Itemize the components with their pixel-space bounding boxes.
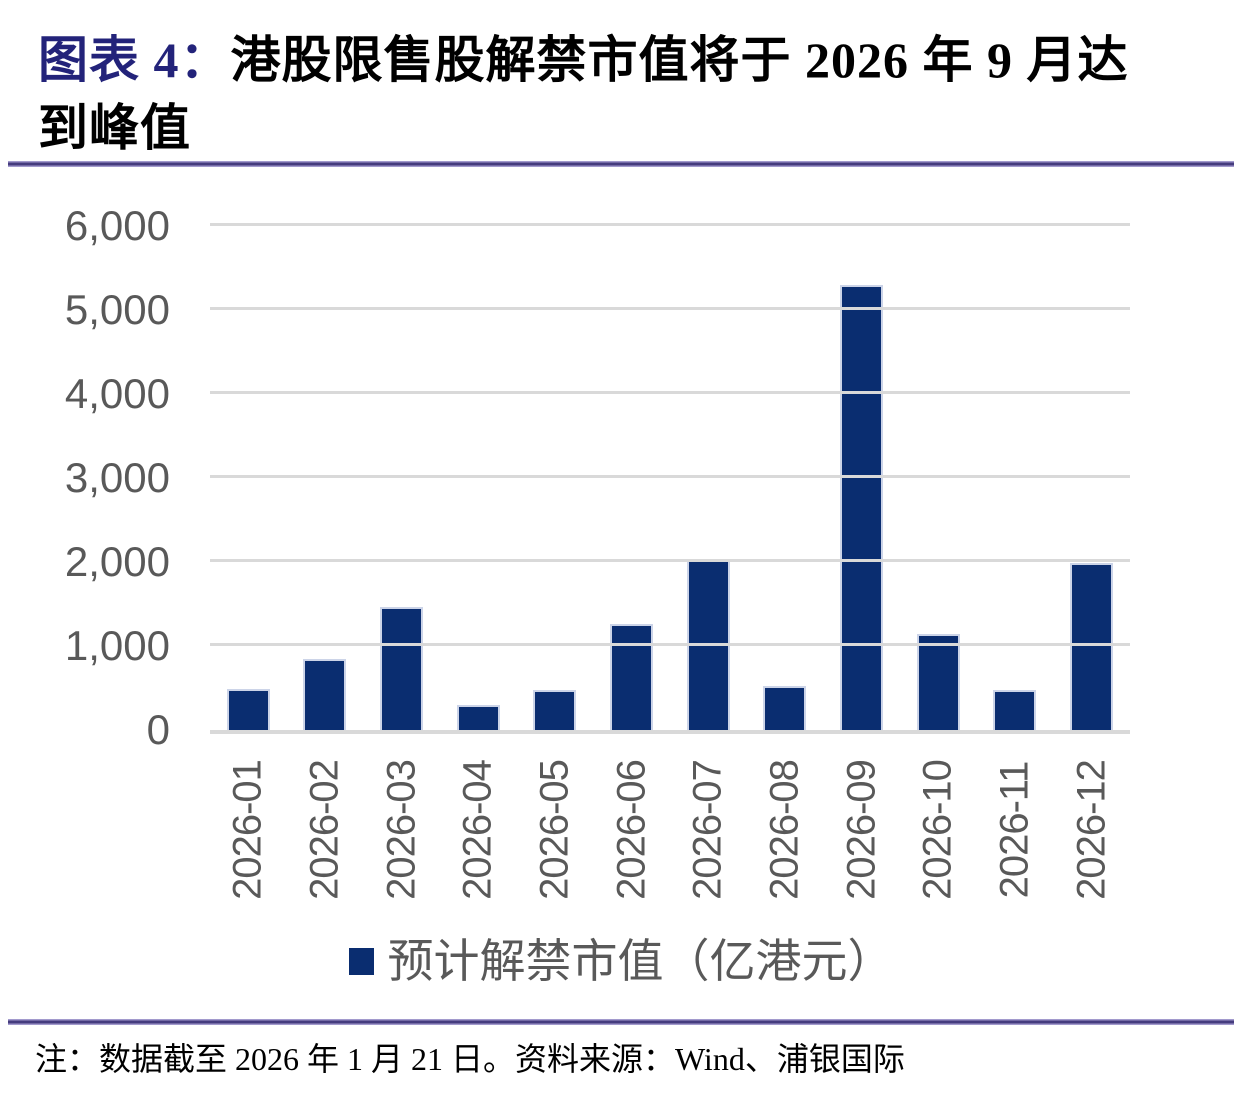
x-label-slot-2026-05: 2026-05 [517,742,594,928]
y-tick-label-5000: 5,000 [64,286,170,333]
legend: 预计解禁市值（亿港元） [0,928,1242,988]
x-label-slot-2026-07: 2026-07 [670,742,747,928]
bar-2026-04 [456,704,500,730]
y-tick-label-2000: 2,000 [64,538,170,585]
bar-2026-08 [763,686,807,730]
x-tick-label-2026-08: 2026-08 [762,760,807,900]
bar-2026-09 [840,284,884,730]
y-tick-label-4000: 4,000 [64,370,170,417]
x-label-slot-2026-04: 2026-04 [440,742,517,928]
x-label-slot-2026-02: 2026-02 [287,742,364,928]
legend-label: 预计解禁市值（亿港元） [387,936,894,987]
plot-area [210,223,1130,734]
x-tick-label-2026-10: 2026-10 [915,760,960,900]
gridline-1000 [210,643,1130,646]
y-tick-label-3000: 3,000 [64,454,170,501]
gridline-2000 [210,559,1130,562]
x-tick-label-2026-01: 2026-01 [225,760,270,900]
x-tick-label-2026-05: 2026-05 [532,760,577,900]
bar-2026-11 [993,689,1037,730]
y-tick-label-6000: 6,000 [64,202,170,249]
title-divider-rule [8,161,1234,167]
x-tick-label-2026-09: 2026-09 [839,760,884,900]
bar-2026-05 [533,689,577,730]
x-tick-label-2026-12: 2026-12 [1069,760,1114,900]
source-note: 注：数据截至 2026 年 1 月 21 日。资料来源：Wind、浦银国际 [35,1041,905,1077]
bar-2026-01 [226,688,270,730]
bar-2026-06 [610,624,654,730]
x-label-slot-2026-10: 2026-10 [900,742,977,928]
x-label-slot-2026-08: 2026-08 [747,742,824,928]
bar-2026-02 [303,659,347,730]
y-tick-label-1000: 1,000 [64,622,170,669]
x-label-slot-2026-01: 2026-01 [210,742,287,928]
y-tick-label-0: 0 [146,706,170,753]
bars-container [210,226,1130,730]
x-label-slot-2026-11: 2026-11 [977,742,1054,928]
gridline-6000 [210,223,1130,226]
footer-divider-rule [8,1019,1234,1025]
gridline-4000 [210,391,1130,394]
gridline-3000 [210,475,1130,478]
x-axis-labels: 2026-01 2026-02 2026-03 2026-04 2026-05 2026-… [210,742,1130,928]
x-tick-label-2026-11: 2026-11 [992,761,1037,899]
x-label-slot-2026-12: 2026-12 [1053,742,1130,928]
legend-swatch [348,947,374,975]
x-label-slot-2026-06: 2026-06 [593,742,670,928]
chart-title-line2: 到峰值 [38,100,191,156]
gridline-5000 [210,307,1130,310]
x-tick-label-2026-07: 2026-07 [685,760,730,900]
chart-title: 图表 4：港股限售股解禁市值将于 2026 年 9 月达 到峰值 [38,26,1208,162]
bar-chart: 2026-01 2026-02 2026-03 2026-04 2026-05 2026-… [0,190,1242,930]
x-tick-label-2026-04: 2026-04 [455,760,500,900]
x-tick-label-2026-03: 2026-03 [379,760,424,900]
x-tick-label-2026-02: 2026-02 [302,760,347,900]
x-tick-label-2026-06: 2026-06 [609,760,654,900]
bar-2026-03 [380,607,424,730]
x-label-slot-2026-03: 2026-03 [363,742,440,928]
chart-number-label: 图表 4： [38,32,231,88]
chart-title-line1: 港股限售股解禁市值将于 2026 年 9 月达 [230,32,1129,88]
bar-2026-12 [1070,562,1114,730]
bar-2026-10 [916,634,960,730]
x-label-slot-2026-09: 2026-09 [823,742,900,928]
